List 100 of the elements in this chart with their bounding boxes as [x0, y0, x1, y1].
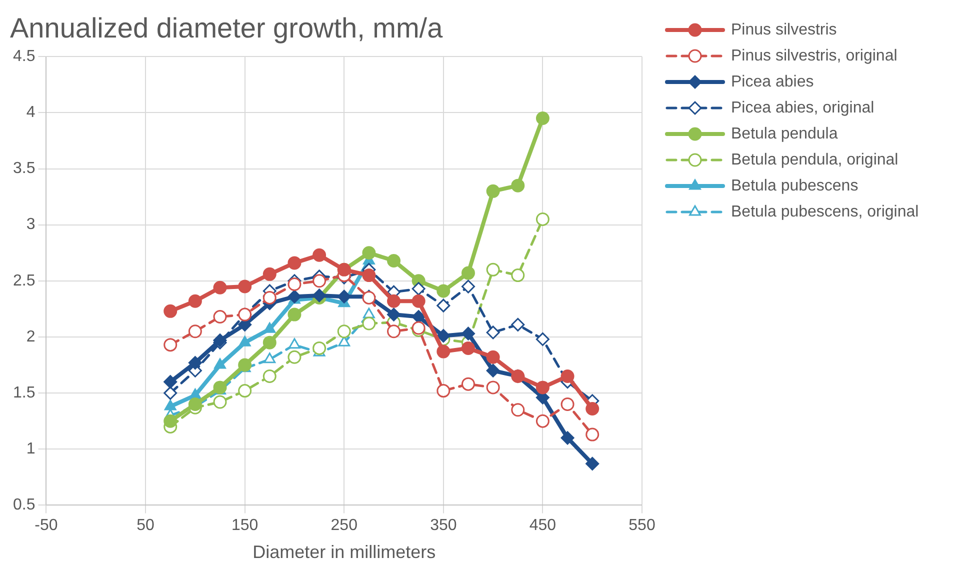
legend-label: Picea abies — [731, 73, 814, 90]
x-tick-label: 550 — [628, 517, 656, 534]
y-tick-label: 4.5 — [12, 48, 36, 66]
point — [436, 344, 450, 358]
legend-label: Betula pubescens — [731, 177, 858, 194]
point — [412, 294, 426, 308]
point — [436, 329, 450, 343]
point — [214, 358, 226, 369]
point — [264, 322, 276, 333]
point — [238, 358, 252, 372]
point — [362, 246, 376, 260]
point — [164, 304, 178, 318]
point — [511, 268, 525, 282]
point — [486, 350, 500, 364]
point — [164, 375, 178, 389]
point — [461, 266, 475, 280]
point — [238, 336, 251, 346]
legend-label: Betula pendula, original — [731, 151, 898, 168]
point — [164, 400, 176, 410]
point — [164, 386, 178, 400]
point — [312, 274, 326, 288]
point — [288, 338, 300, 349]
point — [288, 278, 302, 292]
point — [486, 184, 500, 198]
x-tick-label: 50 — [136, 517, 155, 534]
point — [262, 267, 276, 281]
point — [264, 352, 276, 364]
legend-label: Pinus silvestris, original — [731, 47, 898, 64]
point — [511, 178, 525, 192]
point — [387, 308, 401, 322]
point — [387, 254, 401, 268]
point — [164, 338, 178, 352]
point — [412, 310, 426, 324]
legend-label: Betula pubescens, original — [731, 203, 919, 220]
x-tick-label: 450 — [529, 517, 556, 534]
y-tick-label: 3 — [26, 216, 36, 234]
point — [362, 268, 376, 282]
y-tick-label: 4 — [26, 104, 36, 122]
point — [362, 316, 376, 330]
legend-label: Pinus silvestris — [731, 21, 837, 38]
point — [337, 290, 351, 304]
point — [387, 324, 401, 338]
point — [536, 112, 550, 126]
point — [461, 326, 475, 340]
point — [536, 212, 550, 226]
point — [486, 326, 500, 340]
point — [213, 280, 227, 294]
point — [586, 402, 600, 416]
x-tick-label: 350 — [430, 517, 457, 534]
point — [536, 414, 550, 428]
point — [461, 280, 475, 294]
point — [213, 395, 227, 409]
point — [560, 369, 574, 383]
point — [312, 248, 326, 262]
point — [188, 356, 202, 370]
point — [511, 318, 525, 332]
point — [511, 403, 525, 417]
point — [238, 280, 252, 294]
point — [188, 294, 202, 308]
point — [288, 256, 302, 270]
point — [436, 298, 450, 312]
x-tick-label: 150 — [231, 517, 258, 534]
point — [536, 332, 550, 346]
point — [288, 308, 302, 322]
point — [412, 282, 426, 296]
x-tick-label: 250 — [330, 517, 358, 534]
x-tick-label: -50 — [34, 517, 58, 534]
point — [213, 310, 227, 324]
legend-label: Picea abies, original — [731, 99, 874, 116]
y-tick-label: 1.5 — [12, 384, 36, 402]
point — [288, 350, 302, 364]
point — [436, 284, 450, 298]
x-axis-title: Diameter in millimeters — [252, 542, 436, 562]
point — [586, 456, 600, 470]
point — [262, 290, 276, 304]
point — [164, 414, 178, 428]
point — [288, 290, 302, 304]
point — [560, 431, 574, 445]
y-tick-label: 0.5 — [12, 496, 36, 514]
point — [312, 341, 326, 355]
y-tick-label: 3.5 — [12, 160, 36, 178]
point — [436, 384, 450, 398]
point — [536, 380, 550, 394]
point — [486, 380, 500, 394]
y-tick-label: 2.5 — [12, 272, 36, 290]
point — [262, 336, 276, 350]
point — [188, 324, 202, 338]
y-tick-label: 1 — [26, 440, 36, 458]
chart-title: Annualized diameter growth, mm/a — [10, 12, 444, 44]
point — [560, 398, 574, 412]
point — [461, 377, 475, 391]
point — [262, 369, 276, 383]
point — [363, 308, 375, 318]
legend-label: Betula pendula — [731, 125, 838, 142]
point — [213, 380, 227, 394]
point — [387, 294, 401, 308]
point — [486, 364, 500, 378]
point — [461, 341, 475, 355]
point — [337, 324, 351, 338]
y-tick-label: 2 — [26, 328, 36, 346]
